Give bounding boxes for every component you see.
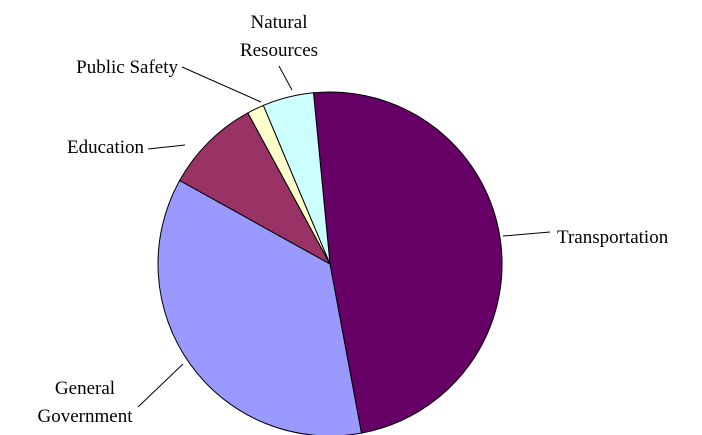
- slice-label-line: Transportation: [557, 227, 669, 248]
- leader-line-natural-resources: [278, 65, 293, 91]
- slice-labels: Transportation General Government Education…: [38, 12, 669, 427]
- pie-slice-transportation: [312, 91, 503, 434]
- slice-label-line: Education: [67, 137, 145, 158]
- leader-line-general-government: [137, 363, 184, 408]
- slice-label-transportation: Transportation: [557, 227, 669, 248]
- leader-line-education: [147, 144, 186, 150]
- leader-lines: [137, 65, 551, 408]
- slice-label-general-government: General Government: [38, 378, 134, 427]
- slice-label-line: General: [55, 378, 115, 399]
- slice-label-line: Resources: [240, 40, 318, 61]
- slice-label-line: Public Safety: [76, 57, 178, 78]
- pie-slices: [157, 91, 503, 435]
- leader-line-transportation: [502, 231, 551, 237]
- pie-slice-natural-resources: [262, 92, 331, 265]
- leader-line-public-safety: [181, 66, 262, 103]
- slice-label-natural-resources: Natural Resources: [240, 12, 318, 61]
- slice-label-education: Education: [67, 137, 145, 158]
- slice-label-line: Government: [38, 406, 134, 427]
- slice-label-public-safety: Public Safety: [76, 57, 178, 78]
- pie-slice-education: [178, 112, 332, 266]
- slice-label-line: Natural: [251, 12, 308, 33]
